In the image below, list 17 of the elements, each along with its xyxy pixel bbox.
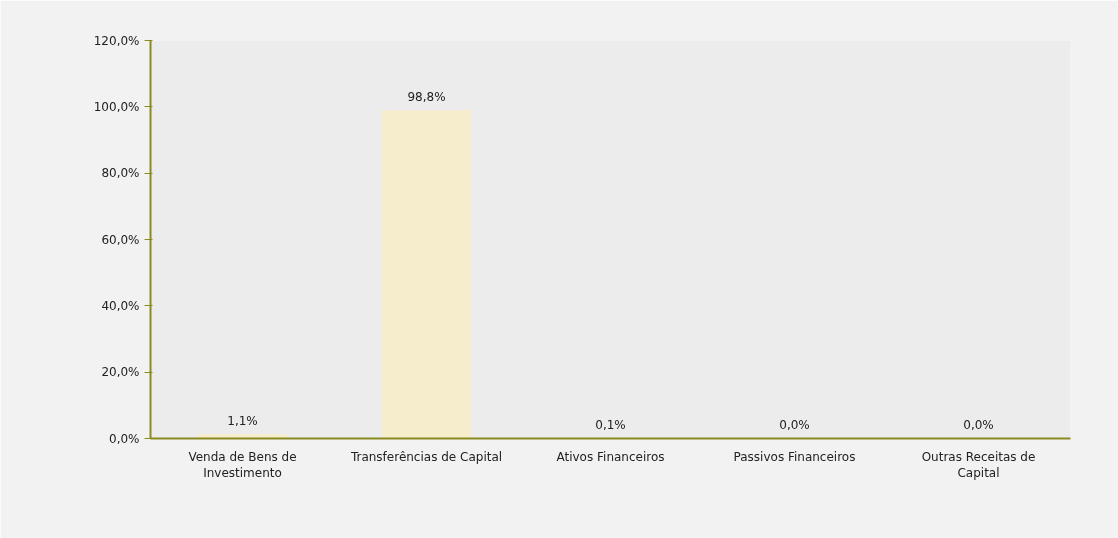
x-tick-label: Venda de Bens de Investimento xyxy=(188,449,297,481)
y-tick-label: 120,0% xyxy=(93,33,140,48)
y-tick-label: 40,0% xyxy=(101,298,140,313)
data-label: 0,0% xyxy=(963,417,994,432)
y-tick-label: 20,0% xyxy=(101,365,140,380)
data-label: 98,8% xyxy=(407,90,446,105)
data-label: 0,1% xyxy=(595,417,626,432)
data-label: 1,1% xyxy=(227,414,258,429)
y-tick-label: 60,0% xyxy=(101,232,140,247)
x-tick-label: Outras Receitas de Capital xyxy=(921,449,1036,481)
y-tick-label: 0,0% xyxy=(109,431,140,446)
x-tick-label: Transferências de Capital xyxy=(349,449,503,464)
x-tick-label: Passivos Financeiros xyxy=(733,449,856,464)
y-tick-label: 100,0% xyxy=(93,99,140,114)
data-label: 0,0% xyxy=(779,417,810,432)
y-tick-label: 80,0% xyxy=(101,166,140,181)
x-tick-label: Ativos Financeiros xyxy=(556,449,665,464)
